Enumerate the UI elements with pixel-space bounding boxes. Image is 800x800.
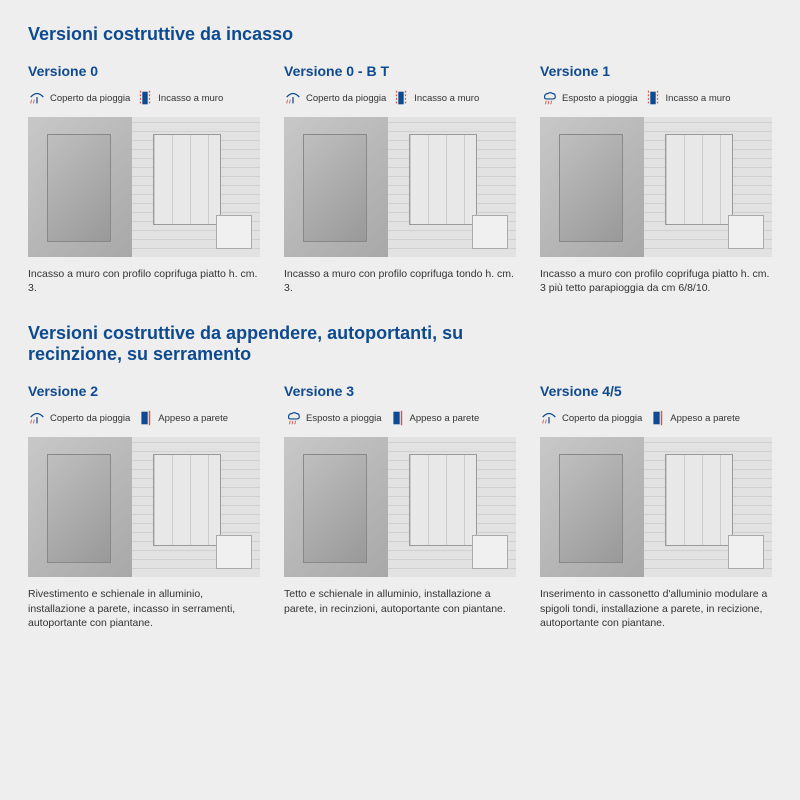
feature-label: Appeso a parete xyxy=(158,413,228,424)
product-illustration xyxy=(540,117,772,257)
feature-label: Esposto a pioggia xyxy=(562,93,638,104)
version-title: Versione 0 - B T xyxy=(284,63,516,79)
feature-label: Coperto da pioggia xyxy=(50,93,130,104)
feature-mount: Appeso a parete xyxy=(388,409,480,427)
feature-mount: Appeso a parete xyxy=(136,409,228,427)
card-desc: Inserimento in cassonetto d'alluminio mo… xyxy=(540,587,772,630)
feature-label: Appeso a parete xyxy=(670,413,740,424)
feature-label: Incasso a muro xyxy=(414,93,479,104)
version-title: Versione 4/5 xyxy=(540,383,772,399)
grid-1: Versione 0 Coperto da pioggia Incasso a … xyxy=(28,63,772,295)
feature-rain: Coperto da pioggia xyxy=(28,409,130,427)
section-1: Versioni costruttive da incasso Versione… xyxy=(28,24,772,295)
wall-recess-icon xyxy=(136,89,154,107)
section-title-2: Versioni costruttive da appendere, autop… xyxy=(28,323,508,365)
card-v0: Versione 0 Coperto da pioggia Incasso a … xyxy=(28,63,260,295)
feature-row: Esposto a pioggia Incasso a muro xyxy=(540,89,772,107)
wall-recess-icon xyxy=(392,89,410,107)
feature-mount: Incasso a muro xyxy=(392,89,479,107)
feature-row: Coperto da pioggia Incasso a muro xyxy=(28,89,260,107)
section-2: Versioni costruttive da appendere, autop… xyxy=(28,323,772,630)
card-desc: Incasso a muro con profilo coprifuga pia… xyxy=(28,267,260,295)
feature-rain: Coperto da pioggia xyxy=(540,409,642,427)
card-desc: Incasso a muro con profilo coprifuga pia… xyxy=(540,267,772,295)
card-desc: Rivestimento e schienale in alluminio, i… xyxy=(28,587,260,630)
wall-recess-icon xyxy=(644,89,662,107)
card-v3: Versione 3 Esposto a pioggia Appeso a pa… xyxy=(284,383,516,630)
cloud-rain-icon xyxy=(284,409,302,427)
cloud-rain-icon xyxy=(540,89,558,107)
feature-rain: Esposto a pioggia xyxy=(284,409,382,427)
wall-hang-icon xyxy=(136,409,154,427)
umbrella-icon xyxy=(28,89,46,107)
feature-label: Incasso a muro xyxy=(158,93,223,104)
card-v45: Versione 4/5 Coperto da pioggia Appeso a… xyxy=(540,383,772,630)
feature-label: Coperto da pioggia xyxy=(50,413,130,424)
card-v0bt: Versione 0 - B T Coperto da pioggia Inca… xyxy=(284,63,516,295)
feature-rain: Coperto da pioggia xyxy=(28,89,130,107)
wall-hang-icon xyxy=(388,409,406,427)
feature-label: Incasso a muro xyxy=(666,93,731,104)
feature-row: Coperto da pioggia Appeso a parete xyxy=(28,409,260,427)
feature-rain: Coperto da pioggia xyxy=(284,89,386,107)
product-illustration xyxy=(284,437,516,577)
product-illustration xyxy=(284,117,516,257)
feature-label: Coperto da pioggia xyxy=(306,93,386,104)
section-title-1: Versioni costruttive da incasso xyxy=(28,24,772,45)
grid-2: Versione 2 Coperto da pioggia Appeso a p… xyxy=(28,383,772,630)
feature-label: Esposto a pioggia xyxy=(306,413,382,424)
card-desc: Tetto e schienale in alluminio, installa… xyxy=(284,587,516,615)
card-v2: Versione 2 Coperto da pioggia Appeso a p… xyxy=(28,383,260,630)
feature-label: Appeso a parete xyxy=(410,413,480,424)
feature-mount: Appeso a parete xyxy=(648,409,740,427)
version-title: Versione 0 xyxy=(28,63,260,79)
feature-row: Coperto da pioggia Incasso a muro xyxy=(284,89,516,107)
card-desc: Incasso a muro con profilo coprifuga ton… xyxy=(284,267,516,295)
product-illustration xyxy=(28,117,260,257)
feature-row: Coperto da pioggia Appeso a parete xyxy=(540,409,772,427)
feature-row: Esposto a pioggia Appeso a parete xyxy=(284,409,516,427)
card-v1: Versione 1 Esposto a pioggia Incasso a m… xyxy=(540,63,772,295)
umbrella-icon xyxy=(540,409,558,427)
product-illustration xyxy=(28,437,260,577)
feature-mount: Incasso a muro xyxy=(644,89,731,107)
feature-rain: Esposto a pioggia xyxy=(540,89,638,107)
umbrella-icon xyxy=(28,409,46,427)
feature-mount: Incasso a muro xyxy=(136,89,223,107)
product-illustration xyxy=(540,437,772,577)
feature-label: Coperto da pioggia xyxy=(562,413,642,424)
wall-hang-icon xyxy=(648,409,666,427)
version-title: Versione 2 xyxy=(28,383,260,399)
umbrella-icon xyxy=(284,89,302,107)
version-title: Versione 1 xyxy=(540,63,772,79)
version-title: Versione 3 xyxy=(284,383,516,399)
